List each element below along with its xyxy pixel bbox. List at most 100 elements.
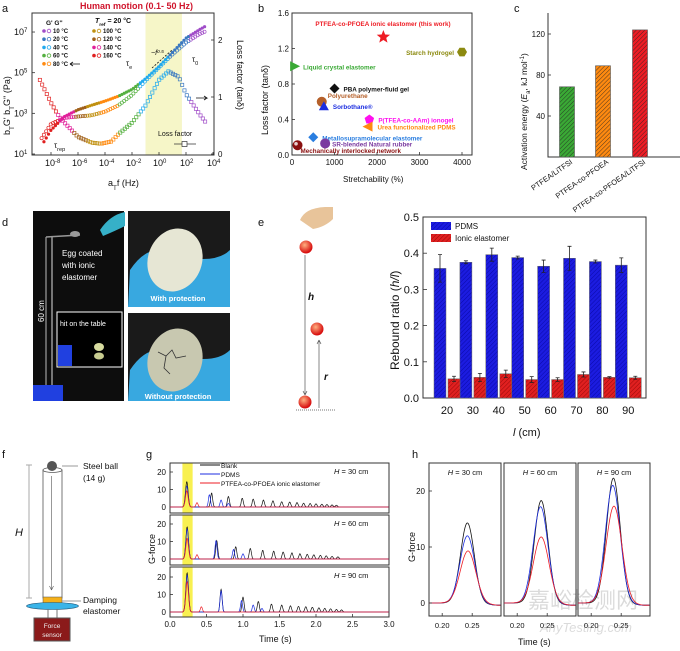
data-point	[103, 109, 108, 114]
marker-star	[376, 29, 391, 43]
y-axis-label: Rebound ratio (h/l)	[388, 271, 402, 370]
sensor-label: Force	[44, 623, 61, 630]
label-part: , kJ mol	[519, 61, 529, 90]
x-tick-label: 2.5	[347, 620, 359, 629]
cracked-egg-icon	[147, 328, 203, 392]
series-line	[429, 535, 501, 606]
bar	[589, 261, 602, 399]
without-protection-label: Without protection	[145, 392, 212, 401]
point-label: PBA polymer-fluid gel	[344, 86, 410, 93]
data-point	[197, 31, 202, 36]
data-point	[202, 25, 207, 29]
error-bar	[515, 255, 520, 260]
data-point	[172, 50, 177, 55]
data-point	[88, 140, 93, 145]
y-tick-label: 0.4	[404, 248, 419, 260]
legend-label: PTFEA-co-PFOEA ionic elastomer	[221, 481, 321, 488]
point-label: P(TFEA-co-AAm) ionogel	[378, 118, 453, 125]
x-tick-label: 0.20	[584, 621, 599, 630]
legend-label: PDMS	[221, 472, 240, 479]
data-point	[193, 30, 198, 34]
data-point	[159, 75, 164, 80]
error-bar	[619, 257, 624, 273]
data-point	[51, 105, 56, 110]
x-tick-label: 2000	[368, 158, 386, 167]
data-point	[44, 129, 49, 134]
legend-marker-open	[46, 45, 52, 50]
height-label: 60 cm	[37, 300, 46, 322]
data-point	[157, 77, 162, 82]
panel-label: b	[258, 3, 264, 15]
data-point	[67, 115, 72, 120]
y2-tick-label: 2	[218, 36, 223, 45]
series-line	[170, 490, 389, 508]
data-point	[129, 93, 134, 98]
marker-diamond	[329, 83, 340, 94]
data-point	[101, 110, 106, 115]
label-part: = 60 cm	[528, 468, 557, 477]
error-bar	[581, 371, 586, 378]
x-tick-label: 10-8	[45, 158, 61, 168]
label-part: T	[95, 18, 100, 25]
label-part: H	[334, 519, 340, 528]
data-point	[141, 106, 146, 111]
data-point	[97, 141, 102, 146]
g-subplot: 0 10 20 H = 60 cm	[157, 514, 390, 566]
subplot-label: H = 60 cm	[334, 519, 368, 528]
data-point	[138, 109, 143, 114]
label-part: 0.5	[157, 49, 164, 55]
arrow-left-icon	[69, 61, 80, 67]
height-label: H	[15, 527, 23, 539]
point-label: Starch hydrogel	[406, 50, 454, 57]
data-point	[154, 81, 159, 86]
sensor-label: sensor	[42, 632, 62, 639]
ball-icon	[298, 395, 312, 409]
bar	[632, 29, 648, 158]
error-bar	[477, 372, 482, 382]
label-part: T	[9, 106, 16, 110]
chart-e: 0.0 0.1 0.2 0.3 0.4 0.5 20 30 40 50 60 70 80 90 l (cm)…	[388, 212, 647, 439]
data-point	[177, 46, 182, 51]
y-tick-label: 10	[416, 543, 425, 552]
point-label: Mechanically interlocked network	[301, 148, 402, 155]
data-point	[53, 109, 58, 114]
data-point	[56, 113, 61, 118]
legend-marker-filled	[92, 29, 96, 33]
label-part: H	[334, 571, 340, 580]
label-part: H	[523, 468, 529, 477]
data-point	[94, 111, 99, 116]
data-point	[200, 116, 205, 121]
legend-label: Ionic elastomer	[455, 234, 510, 243]
marker-triangle-up	[318, 101, 329, 111]
y-tick-label: 10	[157, 538, 166, 547]
broken-egg-icon	[94, 352, 104, 360]
panel-e-diagram: hr	[296, 207, 335, 411]
error-bar	[529, 376, 534, 383]
x-tick-label: 3.0	[383, 620, 395, 629]
bar	[563, 258, 576, 399]
broken-egg-icon	[94, 343, 104, 351]
with-protection-label: With protection	[151, 294, 206, 303]
label-part: H	[448, 468, 454, 477]
data-point	[53, 124, 58, 128]
data-point	[145, 77, 150, 82]
series-line	[429, 550, 501, 606]
data-point	[87, 113, 92, 118]
data-point	[143, 103, 148, 108]
y-tick-label: 0.0	[404, 393, 419, 405]
drop-test-photo	[33, 211, 124, 401]
panel-label: e	[258, 217, 264, 229]
plot-frame	[169, 462, 390, 514]
data-point	[55, 119, 60, 123]
label-part: Rebound ratio (	[388, 287, 402, 370]
inset-label: hit on the table	[60, 321, 106, 328]
slope-label: ~f0.5	[151, 49, 164, 58]
bar	[577, 374, 590, 399]
legend-marker-filled	[42, 37, 46, 41]
x-tick-label: 0.0	[164, 620, 176, 629]
panel-label: c	[514, 3, 520, 15]
x-tick-label: 0.5	[201, 620, 213, 629]
data-point	[86, 139, 91, 144]
data-point	[44, 136, 48, 140]
ball-label: Steel ball	[83, 461, 118, 471]
